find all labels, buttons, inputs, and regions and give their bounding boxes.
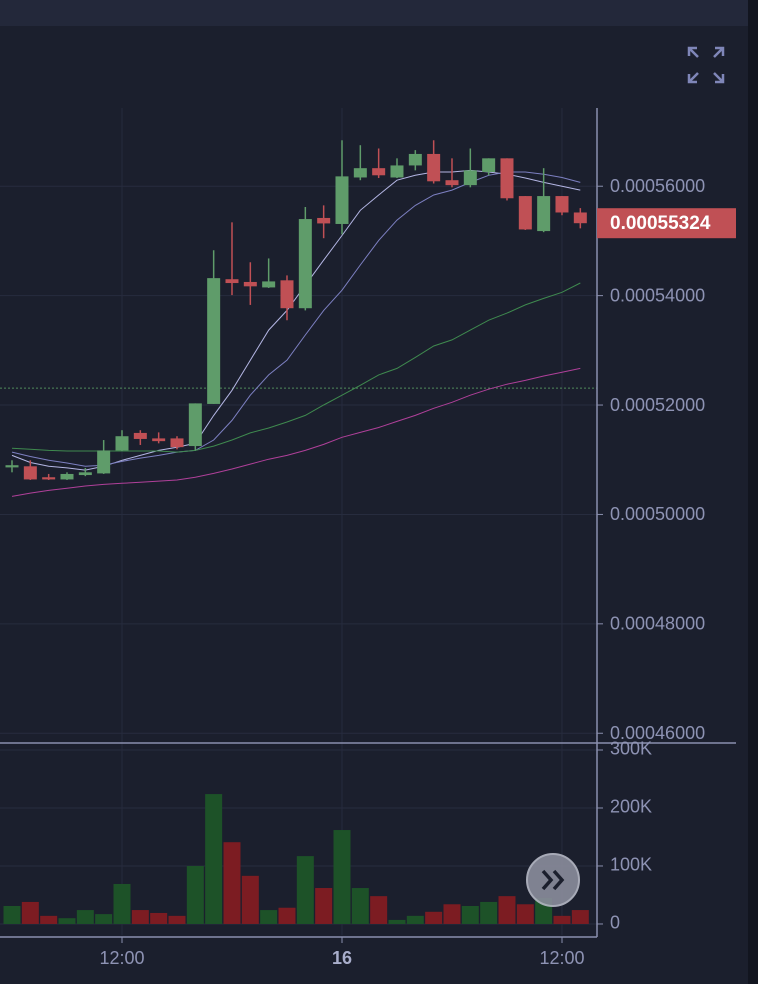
candle-body <box>518 196 532 230</box>
x-tick-label: 12:00 <box>99 948 144 968</box>
moving-average-line <box>11 367 581 497</box>
volume-bar <box>278 907 296 924</box>
y-tick-label: 0.00050000 <box>610 504 705 524</box>
volume-bar <box>150 912 168 924</box>
y-tick-label: 0.00054000 <box>610 285 705 305</box>
candle-body <box>317 217 331 224</box>
candle-body <box>408 153 422 166</box>
y-tick-label: 0.00052000 <box>610 395 705 415</box>
x-tick-label: 12:00 <box>539 948 584 968</box>
candle-body <box>23 466 37 480</box>
volume-tick-label: 0 <box>610 913 620 933</box>
y-tick-label: 0.00046000 <box>610 723 705 743</box>
candle-body <box>225 279 239 284</box>
plot-area <box>0 108 597 935</box>
candle-body <box>537 196 551 232</box>
moving-average-line <box>11 169 581 471</box>
candle-body <box>335 176 349 224</box>
moving-average-line <box>11 171 581 467</box>
candle-body <box>390 165 404 178</box>
candle-body <box>60 473 74 480</box>
volume-bar <box>296 856 314 924</box>
volume-bar <box>498 896 516 924</box>
volume-tick-label: 200K <box>610 797 652 817</box>
candle-body <box>280 280 294 309</box>
candle-body <box>152 438 166 442</box>
volume-bar <box>241 875 259 924</box>
volume-bar <box>388 919 406 924</box>
last-price-box <box>597 208 736 239</box>
candle-body <box>353 168 367 178</box>
volume-bar <box>553 915 571 924</box>
volume-bar <box>425 911 443 924</box>
volume-bar <box>58 918 76 924</box>
volume-bar <box>113 883 131 924</box>
candle-body <box>262 281 276 288</box>
volume-bar <box>461 906 479 924</box>
volume-bar <box>370 896 388 924</box>
volume-bar <box>333 830 351 924</box>
volume-bar <box>223 842 241 924</box>
volume-bar <box>40 915 58 924</box>
candle-body <box>78 472 92 476</box>
moving-average-line <box>11 282 581 453</box>
candle-body <box>97 450 111 474</box>
candle-body <box>188 403 202 447</box>
side-strip <box>748 0 758 984</box>
volume-bar <box>21 901 39 924</box>
volume-bar <box>186 865 204 924</box>
candle-body <box>573 212 587 224</box>
volume-bar <box>351 888 369 924</box>
candle-body <box>243 281 257 287</box>
volume-bar <box>168 915 186 924</box>
candle-body <box>500 158 514 199</box>
volume-bar <box>571 910 589 924</box>
volume-bar <box>205 794 223 924</box>
candle-body <box>115 436 129 451</box>
volume-bar <box>443 904 461 924</box>
x-tick-label: 16 <box>332 948 352 968</box>
volume-bar <box>3 906 21 924</box>
volume-bar <box>516 904 534 924</box>
fullscreen-button[interactable] <box>687 46 725 84</box>
axes: 0.00046000 0.00048000 0.00050000 0.00052000… <box>99 176 736 968</box>
candle-body <box>463 170 477 186</box>
volume-bar <box>480 901 498 924</box>
candle-body <box>555 196 569 213</box>
scroll-to-latest-button[interactable] <box>526 853 580 907</box>
candle-body <box>133 432 147 439</box>
candle-body <box>5 465 19 468</box>
volume-bar <box>260 910 278 924</box>
volume-bar <box>315 888 333 924</box>
volume-tick-label: 100K <box>610 855 652 875</box>
candle-body <box>482 158 496 173</box>
y-tick-label: 0.00056000 <box>610 176 705 196</box>
candle-body <box>207 278 221 404</box>
last-price-label: 0.00055324 <box>610 213 711 234</box>
volume-bar <box>131 910 149 924</box>
y-tick-label: 0.00048000 <box>610 614 705 634</box>
volume-bar <box>95 914 113 924</box>
candle-body <box>427 153 441 182</box>
candle-body <box>372 168 386 176</box>
candle-body <box>170 438 184 448</box>
candle-body <box>445 180 459 186</box>
header-bar <box>0 0 748 26</box>
volume-bar <box>76 910 94 924</box>
volume-tick-label: 300K <box>610 739 652 759</box>
candle-body <box>298 219 312 309</box>
candle-body <box>42 477 56 480</box>
volume-bar <box>406 915 424 924</box>
